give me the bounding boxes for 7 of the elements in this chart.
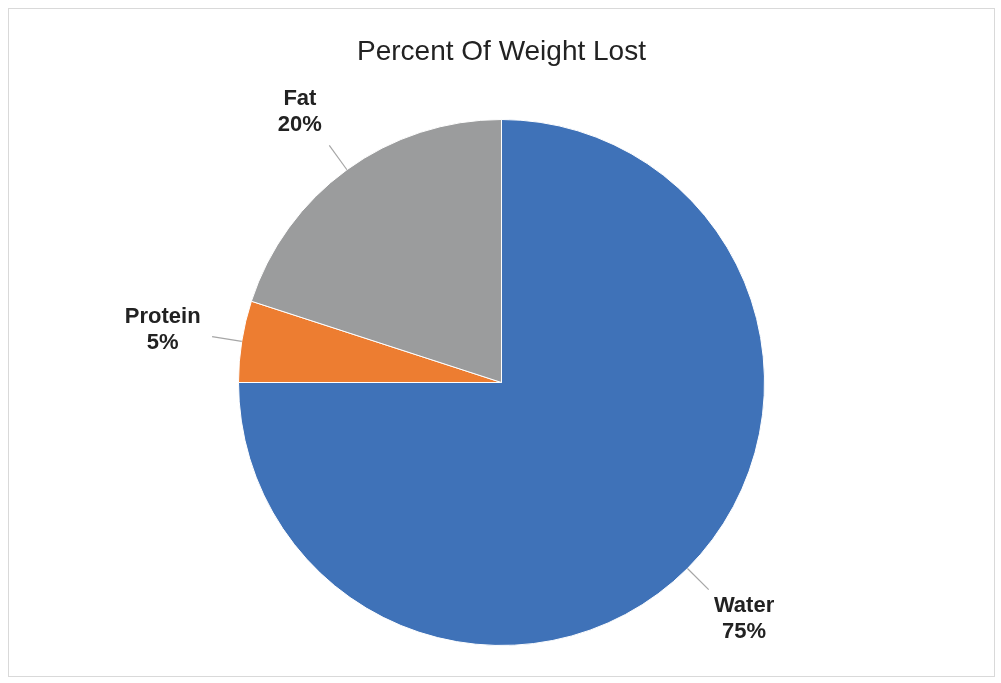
- data-label: 20%: [277, 110, 322, 136]
- data-label: 5%: [146, 329, 179, 355]
- slice-label: Fat: [283, 84, 318, 110]
- slice-label: Water: [713, 592, 775, 618]
- slice-label: Protein: [124, 303, 201, 329]
- chart-title: Percent Of Weight Lost: [356, 35, 647, 67]
- data-label: 75%: [722, 618, 767, 644]
